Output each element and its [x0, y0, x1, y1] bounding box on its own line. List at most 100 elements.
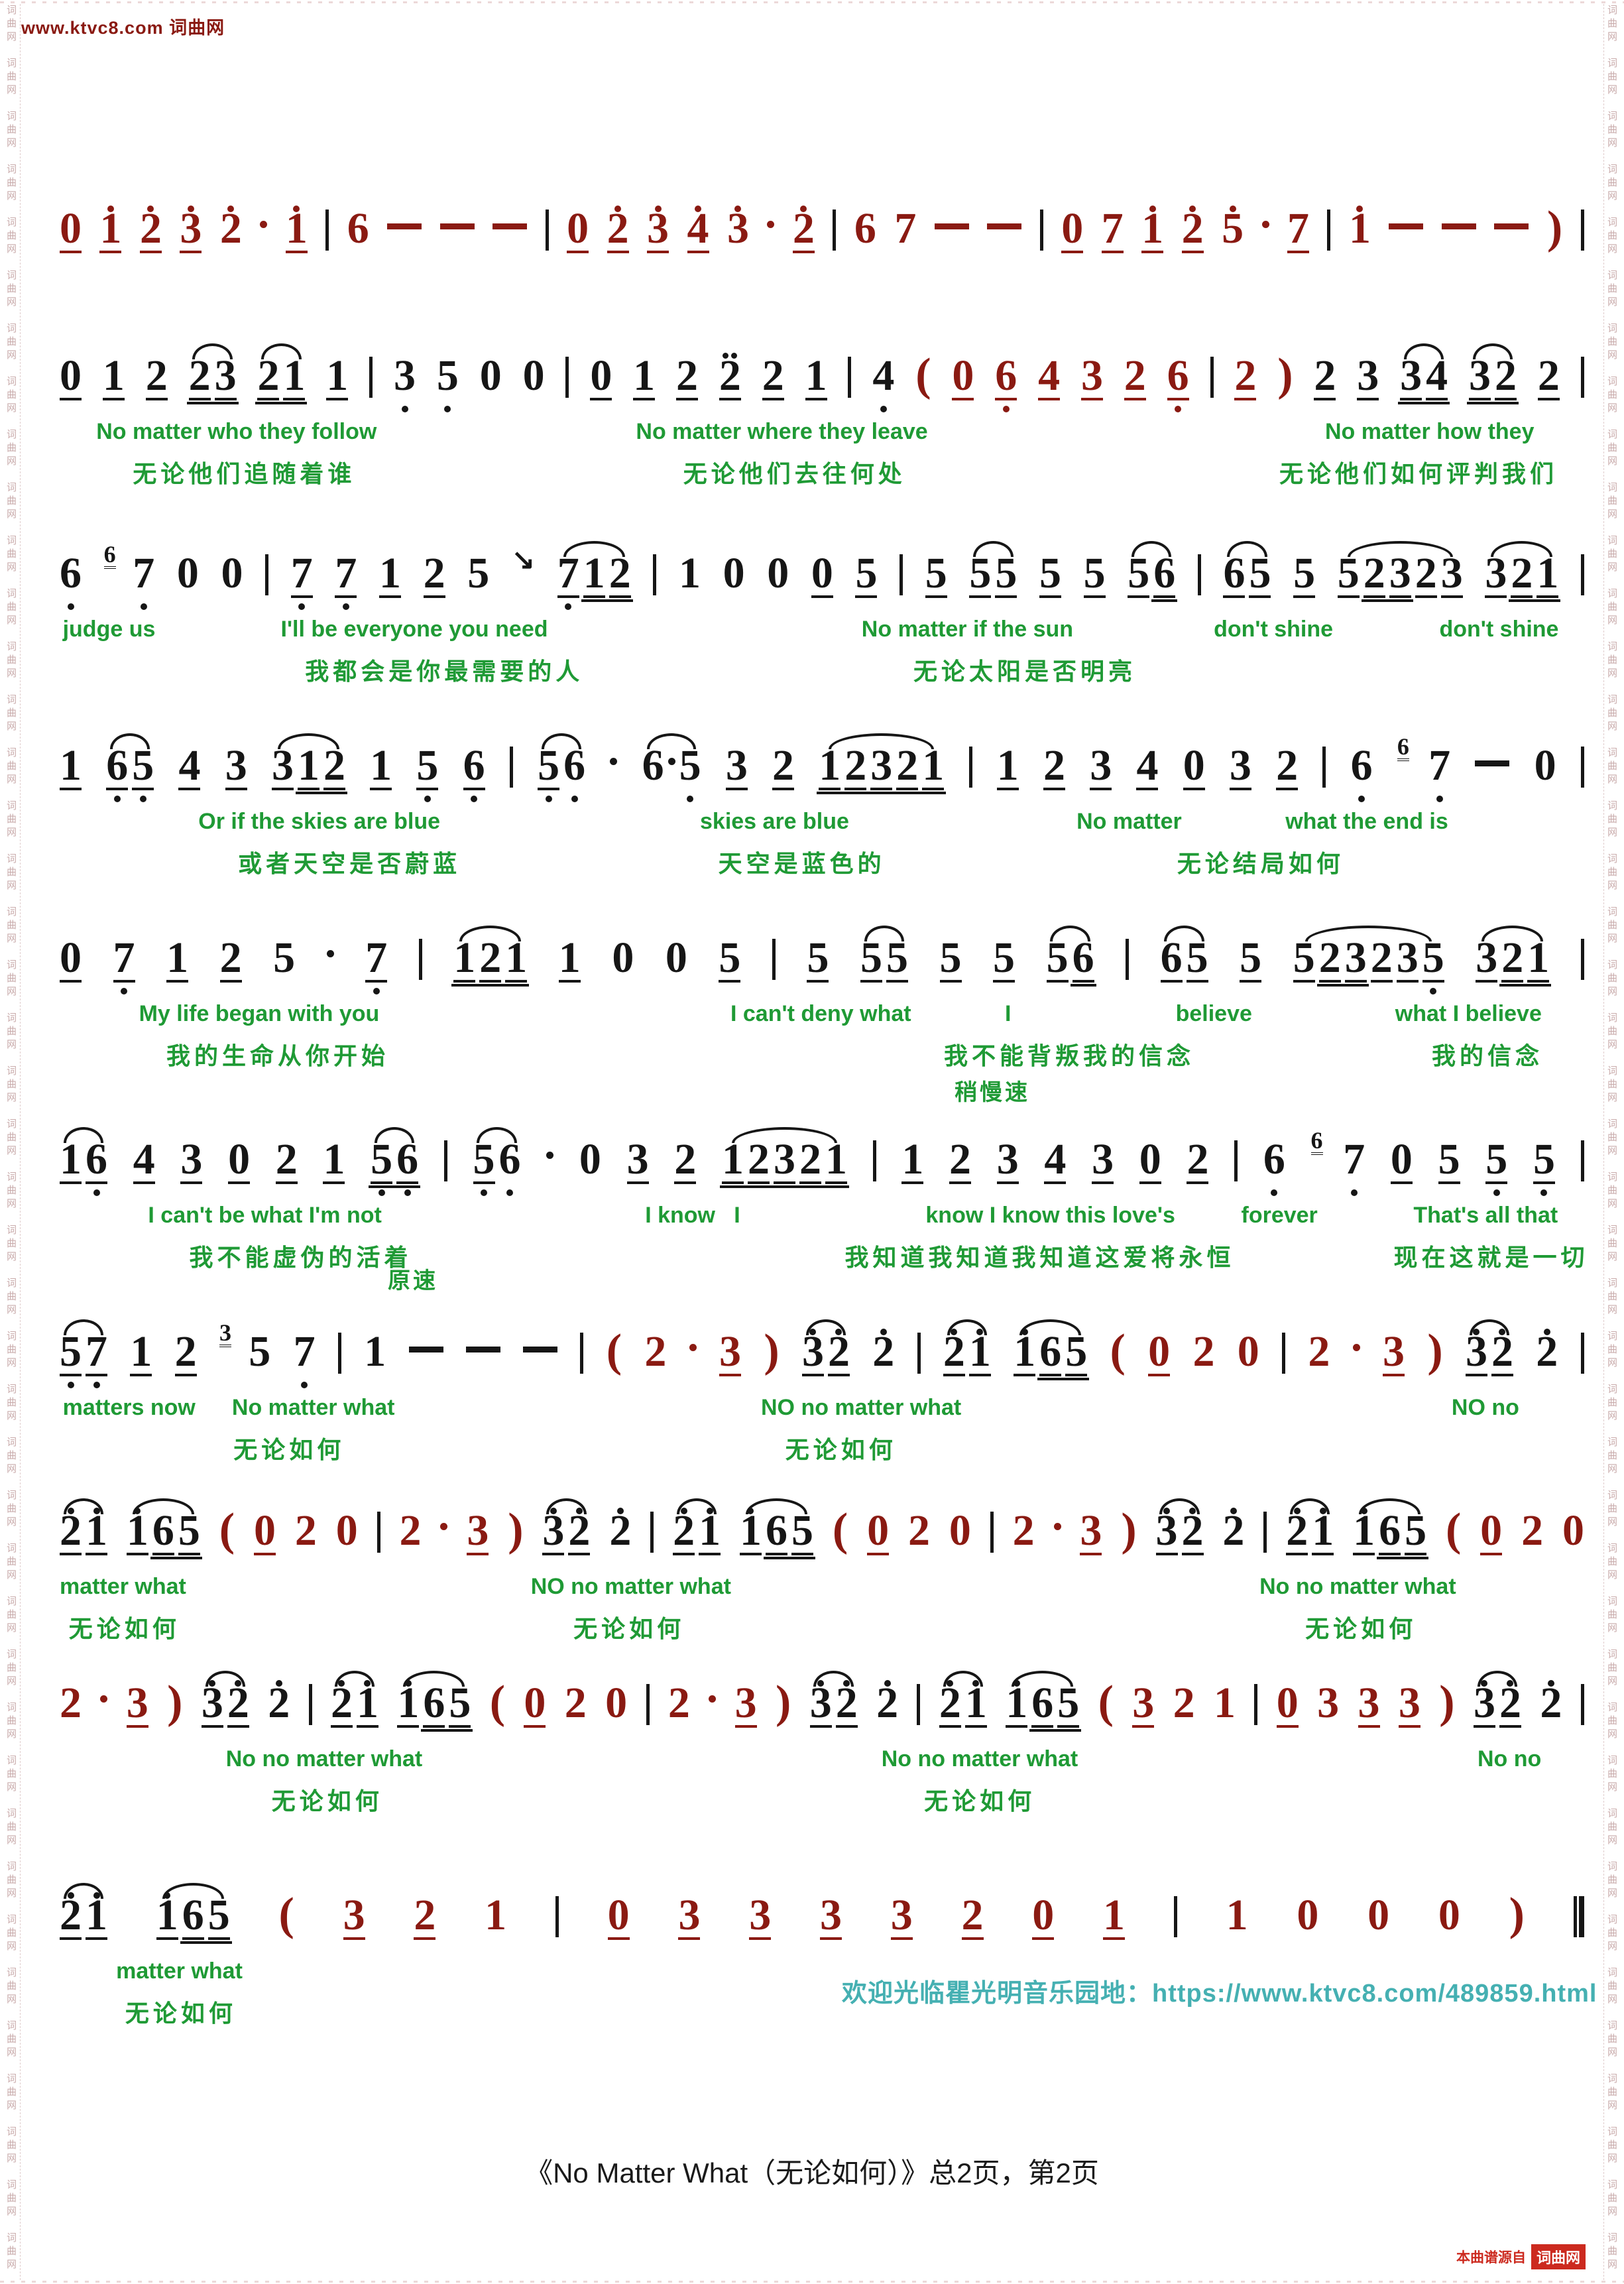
- octave-dot-above: [1013, 1680, 1020, 1687]
- note: 0: [1534, 741, 1556, 790]
- lyric-en: don't shine: [1439, 617, 1559, 642]
- lyric-en: No no: [1478, 1746, 1542, 1772]
- note: 0: [1562, 1506, 1584, 1555]
- note: 5: [860, 933, 882, 983]
- octave-dot-above: [1149, 206, 1156, 212]
- note: 2: [835, 1679, 858, 1728]
- octave-dot-above: [93, 1508, 100, 1514]
- lyric-zh: 无论他们追随着谁: [133, 460, 356, 487]
- lyric-en: I know I: [645, 1203, 740, 1228]
- note: 2: [1370, 933, 1393, 983]
- lyric-en: NO no: [1451, 1395, 1519, 1420]
- note: 5: [1422, 936, 1444, 994]
- lyric-en: No no matter what: [225, 1746, 423, 1772]
- bottom-border-pattern: [0, 2281, 1624, 2283]
- note: 5: [1293, 549, 1316, 598]
- octave-dot-below: [113, 796, 121, 802]
- augmentation-dot: [767, 221, 775, 228]
- lyric-zh: 无论如何: [125, 2000, 237, 2027]
- note: 6: [763, 1506, 789, 1559]
- note: 1: [901, 1135, 924, 1184]
- note: 0: [811, 549, 833, 598]
- note: 2: [1286, 1506, 1308, 1555]
- note: 5: [437, 354, 459, 412]
- lyric-en: No matter where they leave: [636, 419, 928, 444]
- note: 1: [1226, 1891, 1248, 1939]
- note: 6: [106, 744, 129, 802]
- note: 5: [1128, 549, 1150, 598]
- barline: [1580, 1333, 1584, 1374]
- octave-dot-above: [1473, 1329, 1480, 1335]
- parenthesis: ): [1509, 1889, 1525, 1940]
- lyric-zh: 无论如何: [68, 1615, 180, 1642]
- note: 2: [1173, 1679, 1195, 1727]
- note: 2: [762, 351, 784, 400]
- octave-dot-above: [404, 1680, 412, 1687]
- music-line-4: 1 6 5 4 3 3 1 2 1 5 6 5 6 6 5 3 2 1 2 3 2 1 1 2 3 4 0 3 2 6 6 7 0 Or if t…: [60, 715, 1584, 880]
- note: 2: [1361, 549, 1387, 602]
- parenthesis: ): [167, 1677, 183, 1728]
- octave-dot-above: [187, 206, 194, 212]
- octave-dot-above: [680, 1508, 687, 1514]
- note: 1: [86, 1891, 107, 1940]
- note: 0: [590, 351, 612, 400]
- octave-dot-above: [706, 1508, 713, 1514]
- note: 6: [86, 1138, 107, 1196]
- lyric-en: NO no matter what: [530, 1574, 731, 1599]
- note: 1: [295, 741, 321, 794]
- note: 3: [1476, 933, 1498, 983]
- parenthesis: ): [1427, 1325, 1443, 1376]
- note: 0: [60, 351, 82, 400]
- barline: [555, 1896, 559, 1937]
- note: 7: [557, 552, 579, 610]
- note: 7: [894, 204, 917, 253]
- octave-dot-above: [209, 1680, 216, 1687]
- parenthesis: ): [1546, 202, 1563, 253]
- octave-dot-above: [1229, 206, 1236, 212]
- lyric-zh: 无论如何: [573, 1615, 685, 1642]
- octave-dot-above: [1163, 1508, 1171, 1514]
- note: 6: [1263, 1138, 1285, 1196]
- lyric-en: matter what: [60, 1574, 186, 1599]
- note: 6: [1160, 933, 1183, 983]
- dash-extension: [1494, 223, 1529, 229]
- note: 0: [253, 1506, 276, 1555]
- lyric-en: what I believe: [1395, 1001, 1542, 1026]
- note: 5: [1293, 933, 1315, 983]
- note: 2: [1124, 351, 1146, 400]
- note: 1: [1312, 1506, 1334, 1555]
- note: 1: [356, 1679, 378, 1728]
- octave-dot-above: [1360, 1508, 1367, 1514]
- note: 2: [949, 1135, 971, 1184]
- parenthesis: ): [508, 1504, 524, 1555]
- octave-dot-below: [565, 603, 572, 610]
- lyric-zh: 我都会是你最需要的人: [305, 658, 584, 685]
- note: 2: [477, 933, 504, 987]
- note: 0: [579, 1135, 601, 1183]
- note: 2: [792, 204, 815, 253]
- note: 7: [86, 1330, 107, 1388]
- barline: [899, 554, 903, 595]
- note: 2: [1314, 351, 1336, 400]
- note: 0: [522, 351, 545, 400]
- note: 3: [1317, 1679, 1340, 1727]
- octave-dot-below: [404, 1189, 411, 1196]
- note: 5: [886, 933, 908, 983]
- note: 1: [99, 204, 122, 253]
- note: 3: [1229, 741, 1251, 790]
- note: 2: [1492, 351, 1519, 404]
- note: 5: [1485, 1138, 1508, 1196]
- lyric-zh: 无论如何: [233, 1436, 345, 1463]
- barline: [580, 1333, 584, 1374]
- barline: [443, 1140, 447, 1181]
- lyric-zh: 我知道我知道我知道这爱将永恒: [844, 1244, 1235, 1271]
